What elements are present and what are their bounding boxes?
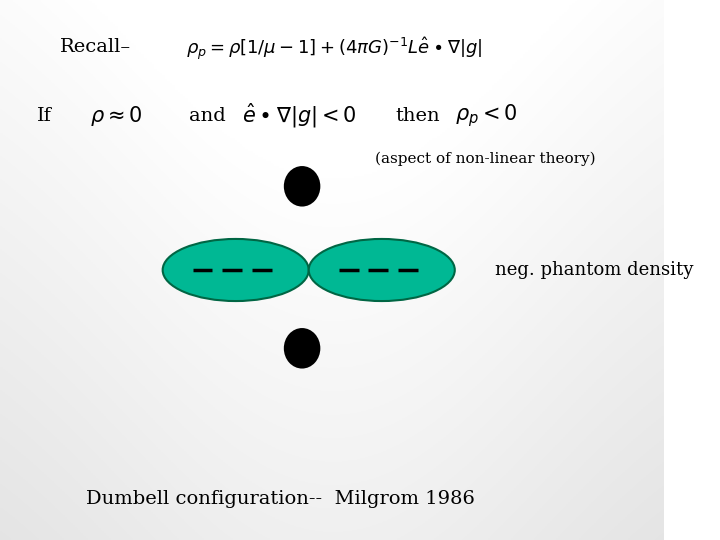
Text: $\rho_p = \rho[1/\mu - 1] + (4\pi G)^{-1} L\hat{e} \bullet \nabla |g|$: $\rho_p = \rho[1/\mu - 1] + (4\pi G)^{-1… [186,35,482,62]
Text: $\hat{e} \bullet \nabla |g| < 0$: $\hat{e} \bullet \nabla |g| < 0$ [243,102,357,130]
Text: $\rho \approx 0$: $\rho \approx 0$ [89,104,143,128]
Text: $\rho_p < 0$: $\rho_p < 0$ [455,103,518,130]
Text: neg. phantom density: neg. phantom density [495,261,693,279]
Ellipse shape [163,239,309,301]
Text: (aspect of non-linear theory): (aspect of non-linear theory) [375,152,595,166]
Text: If: If [37,107,51,125]
Text: and: and [189,107,226,125]
Ellipse shape [284,166,320,206]
Ellipse shape [309,239,455,301]
Ellipse shape [284,328,320,368]
Text: then: then [395,107,440,125]
Text: Dumbell configuration--  Milgrom 1986: Dumbell configuration-- Milgrom 1986 [86,490,475,509]
Text: Recall–: Recall– [60,38,131,56]
